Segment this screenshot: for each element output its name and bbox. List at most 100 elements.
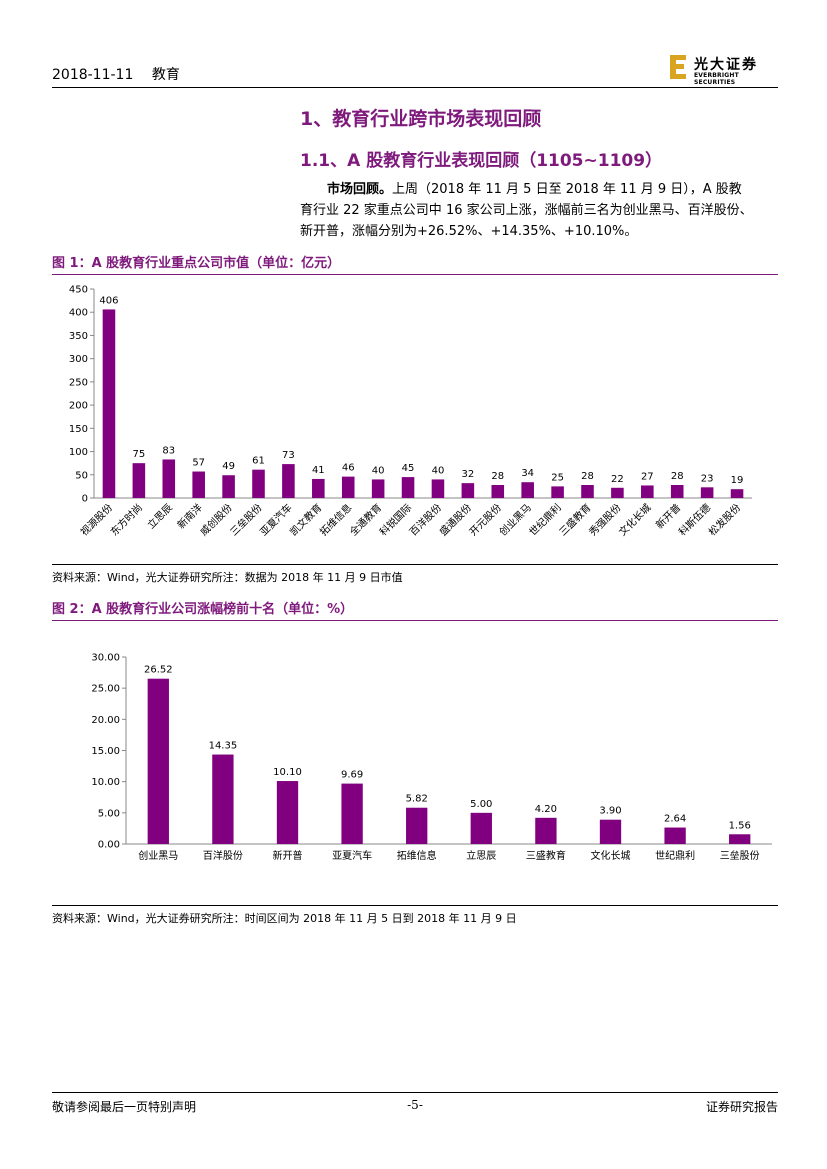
data-label: 57 xyxy=(192,458,205,469)
x-tick-label: 立思辰 xyxy=(466,849,496,862)
x-tick-label: 视源股份 xyxy=(78,501,115,538)
y-tick-label: 250 xyxy=(69,377,88,388)
company-logo: 光大证券 EVERBRIGHT SECURITIES xyxy=(668,52,778,86)
data-label: 5.00 xyxy=(470,799,492,810)
bar xyxy=(461,483,475,498)
footer-disclaimer: 敬请参阅最后一页特别声明 xyxy=(52,1100,197,1114)
y-tick-label: 400 xyxy=(69,308,88,319)
bar xyxy=(371,479,385,498)
data-label: 14.35 xyxy=(209,741,238,752)
bar xyxy=(664,827,686,844)
y-tick-label: 0.00 xyxy=(98,840,120,851)
x-tick-label: 三垒股份 xyxy=(227,501,264,538)
x-tick-label: 创业黑马 xyxy=(138,849,178,862)
x-tick-label: 三盛教育 xyxy=(526,849,566,862)
data-label: 23 xyxy=(701,473,714,484)
page-header: 2018-11-11 教育 光大证券 EVERBRIGHT SECURITIES xyxy=(52,50,778,88)
market-review-paragraph: 市场回顾。上周（2018 年 11 月 5 日至 2018 年 11 月 9 日… xyxy=(300,179,778,242)
x-tick-label: 松发股份 xyxy=(706,501,743,538)
x-tick-label: 全通教育 xyxy=(347,501,384,538)
figure-1-source: 资料来源：Wind，光大证券研究所注：数据为 2018 年 11 月 9 日市值 xyxy=(52,564,778,585)
bar xyxy=(132,463,146,498)
bar xyxy=(147,678,169,844)
x-tick-label: 百洋股份 xyxy=(407,501,444,538)
x-tick-label: 世纪鼎利 xyxy=(527,502,564,539)
bar xyxy=(535,817,557,844)
data-label: 49 xyxy=(222,461,235,472)
data-label: 73 xyxy=(282,450,295,461)
x-tick-label: 三盛教育 xyxy=(556,501,593,538)
x-tick-label: 文化长城 xyxy=(616,501,653,538)
footer-page-number: -5- xyxy=(407,1098,423,1112)
y-tick-label: 50 xyxy=(75,470,88,481)
y-tick-label: 200 xyxy=(69,401,88,412)
bar xyxy=(551,486,564,498)
y-tick-label: 150 xyxy=(69,424,88,435)
bar xyxy=(252,469,265,498)
bar xyxy=(611,487,624,498)
data-label: 83 xyxy=(162,445,175,456)
x-tick-label: 亚夏汽车 xyxy=(332,849,372,862)
figure-2-title: 图 2：A 股教育行业公司涨幅榜前十名（单位：%） xyxy=(52,598,778,621)
market-cap-chart: 0 50 100 150 200 250 300 350 400 450 406 视源股份 75 东方时尚… xyxy=(52,273,778,563)
data-label: 40 xyxy=(372,465,385,476)
bar xyxy=(521,482,534,498)
x-tick-label: 东方时尚 xyxy=(108,501,145,538)
bar xyxy=(341,476,355,498)
logo-text-cn: 光大证券 xyxy=(694,57,758,73)
paragraph-line-1-text: 上周（2018 年 11 月 5 日至 2018 年 11 月 9 日），A 股… xyxy=(392,182,742,197)
bar xyxy=(192,471,205,498)
top-gainers-chart-svg: 0.00 5.00 10.00 15.00 20.00 25.00 30.00 26.52 创业… xyxy=(91,653,772,862)
x-tick-label: 立思辰 xyxy=(144,501,174,531)
data-label: 3.90 xyxy=(599,806,621,817)
y-tick-label: 15.00 xyxy=(91,746,120,757)
x-tick-label: 新南洋 xyxy=(174,501,204,531)
x-tick-label: 百洋股份 xyxy=(203,849,243,862)
bar xyxy=(222,475,235,498)
bar xyxy=(700,487,714,498)
y-tick-label: 0 xyxy=(82,494,88,505)
page-footer: 敬请参阅最后一页特别声明 -5- 证券研究报告 xyxy=(52,1092,778,1114)
header-date: 2018-11-11 xyxy=(52,67,134,83)
bar xyxy=(276,781,299,844)
bar xyxy=(406,807,428,844)
data-label: 1.56 xyxy=(729,820,751,831)
data-label: 26.52 xyxy=(144,665,173,676)
x-tick-label: 科斯伍德 xyxy=(676,501,713,538)
market-cap-chart-svg: 0 50 100 150 200 250 300 350 400 450 406 视源股份 75 东方时尚… xyxy=(69,285,752,539)
data-label: 19 xyxy=(731,475,744,486)
top-gainers-chart: 0.00 5.00 10.00 15.00 20.00 25.00 30.00 26.52 创业… xyxy=(52,620,778,902)
y-tick-label: 100 xyxy=(69,447,88,458)
x-tick-label: 开元股份 xyxy=(467,502,504,539)
figure-1-title: 图 1：A 股教育行业重点公司市值（单位：亿元） xyxy=(52,252,778,275)
logo-text-en: EVERBRIGHT SECURITIES xyxy=(694,72,739,86)
data-label: 61 xyxy=(252,456,265,467)
y-tick-label: 350 xyxy=(69,331,88,342)
data-label: 25 xyxy=(551,472,564,483)
logo-mark-icon xyxy=(670,55,686,79)
bar xyxy=(282,464,295,498)
bar xyxy=(162,459,176,498)
y-tick-label: 300 xyxy=(69,354,88,365)
y-tick-label: 20.00 xyxy=(91,715,120,726)
bar xyxy=(341,783,363,844)
x-tick-label: 三垒股份 xyxy=(720,849,760,862)
x-tick-label: 秀强股份 xyxy=(587,502,624,539)
x-tick-label: 亚夏汽车 xyxy=(257,501,294,538)
figure-2-source: 资料来源：Wind，光大证券研究所注：时间区间为 2018 年 11 月 5 日… xyxy=(52,905,778,926)
data-label: 34 xyxy=(521,468,534,479)
data-label: 5.82 xyxy=(406,794,428,805)
paragraph-lead: 市场回顾。 xyxy=(327,182,393,197)
bar xyxy=(670,484,684,498)
data-label: 46 xyxy=(342,463,355,474)
x-tick-label: 凯文教育 xyxy=(287,501,324,538)
y-tick-label: 5.00 xyxy=(98,808,120,819)
x-tick-label: 新开普 xyxy=(653,501,683,531)
data-label: 32 xyxy=(461,469,474,480)
data-label: 28 xyxy=(671,471,684,482)
x-tick-label: 创业黑马 xyxy=(496,501,533,538)
section-heading: 1、教育行业跨市场表现回顾 xyxy=(300,108,542,130)
paragraph-line-3: 新开普，涨幅分别为+26.52%、+14.35%、+10.10%。 xyxy=(300,224,638,239)
data-label: 40 xyxy=(432,465,445,476)
header-category: 教育 xyxy=(151,67,180,83)
